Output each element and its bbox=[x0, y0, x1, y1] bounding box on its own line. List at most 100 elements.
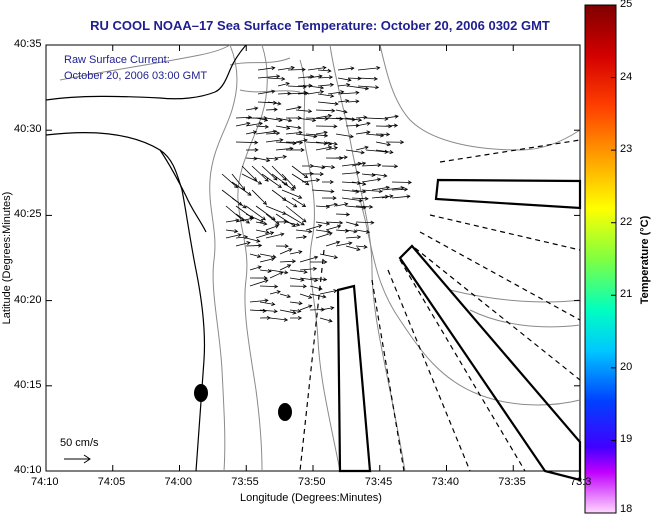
current-vector-arrow bbox=[285, 221, 301, 227]
current-vector-arrow bbox=[255, 124, 270, 129]
current-vector-arrow bbox=[337, 99, 350, 104]
current-vector-arrow bbox=[235, 115, 253, 120]
current-vector-arrow bbox=[341, 197, 363, 203]
y-tick-label: 40:10 bbox=[14, 464, 42, 476]
current-vector-arrow bbox=[255, 157, 271, 163]
current-vector-arrow bbox=[289, 250, 303, 255]
current-vector-arrow bbox=[391, 187, 409, 192]
current-vector-arrow bbox=[321, 196, 337, 201]
scale-arrow-label: 50 cm/s bbox=[60, 437, 99, 449]
current-vector-arrow bbox=[259, 284, 279, 289]
y-tick-label: 40:35 bbox=[14, 38, 42, 50]
x-tick-label: 74:05 bbox=[97, 476, 126, 488]
current-vector-arrow bbox=[345, 229, 358, 234]
current-vector-arrow bbox=[275, 154, 287, 159]
y-axis-label: Latitude (Degrees:Minutes) bbox=[1, 191, 13, 325]
current-vector-arrow bbox=[265, 232, 285, 239]
station-marker-east bbox=[278, 403, 292, 421]
current-vector-arrow bbox=[299, 266, 318, 271]
x-tick-label: 73:45 bbox=[364, 476, 393, 488]
current-vector-arrow bbox=[271, 173, 288, 186]
colorbar-ticks bbox=[611, 4, 616, 514]
current-vector-arrow bbox=[297, 91, 309, 96]
colorbar-tick-label: 24 bbox=[620, 70, 633, 83]
current-vector-arrow bbox=[345, 245, 361, 251]
colorbar-tick-label: 25 bbox=[620, 0, 633, 10]
current-vector-arrow bbox=[257, 66, 276, 71]
x-tick-label: 73:40 bbox=[431, 476, 460, 488]
current-vector-arrow bbox=[259, 268, 272, 274]
current-vector-arrow bbox=[245, 205, 266, 221]
current-vector-arrow bbox=[265, 205, 287, 215]
current-vector-arrow bbox=[327, 90, 345, 95]
current-vector-arrow bbox=[291, 173, 310, 186]
current-vector-arrow bbox=[257, 89, 276, 95]
current-vector-arrow bbox=[265, 138, 284, 143]
current-vector-arrow bbox=[269, 271, 284, 279]
current-vector-arrow bbox=[315, 113, 333, 119]
current-vector-arrow bbox=[255, 221, 268, 226]
current-vector-arrow bbox=[287, 67, 306, 72]
current-vector-arrow bbox=[301, 178, 321, 183]
scale-arrow bbox=[64, 454, 91, 464]
current-vector-arrow bbox=[371, 173, 388, 178]
current-vector-arrow bbox=[345, 221, 360, 227]
current-vector-arrow bbox=[289, 269, 308, 274]
current-vector-arrow bbox=[385, 123, 399, 128]
current-vector-arrow bbox=[281, 181, 295, 191]
current-vector-arrow bbox=[319, 253, 339, 260]
current-vector-arrow bbox=[347, 85, 370, 91]
current-vector-arrow bbox=[299, 277, 319, 283]
current-vector-arrow bbox=[289, 277, 305, 282]
current-vector-arrow bbox=[351, 181, 367, 186]
current-vector-arrow bbox=[245, 121, 263, 127]
current-vector-arrow bbox=[345, 235, 362, 240]
current-vector-arrow bbox=[345, 149, 365, 155]
current-vector-arrow bbox=[297, 83, 313, 88]
current-vector-arrow bbox=[335, 155, 348, 160]
current-vector-arrow bbox=[315, 229, 331, 234]
current-vector-arrow bbox=[295, 235, 308, 240]
current-vector-arrow bbox=[289, 301, 303, 306]
current-vector-arrow bbox=[319, 317, 333, 323]
radial-dashed-lines bbox=[299, 139, 581, 472]
current-vector-arrow bbox=[249, 276, 268, 281]
current-vector-arrow bbox=[307, 85, 325, 90]
current-vector-arrow bbox=[375, 141, 391, 147]
current-vector-arrow bbox=[249, 308, 267, 313]
current-vector-arrow bbox=[255, 117, 269, 122]
current-vector-arrow bbox=[361, 189, 383, 194]
current-vector-arrow bbox=[315, 108, 336, 113]
current-vector-arrow bbox=[371, 185, 390, 191]
current-vector-arrow bbox=[309, 259, 328, 265]
current-vector-arrow bbox=[291, 197, 307, 208]
current-vector-arrow bbox=[281, 189, 303, 199]
x-tick-label: 74:10 bbox=[31, 476, 59, 488]
current-vector-arrow bbox=[315, 231, 333, 239]
current-vector-arrow bbox=[361, 163, 382, 168]
current-vector-arrow bbox=[255, 229, 270, 235]
current-vector-arrow bbox=[355, 145, 369, 151]
current-vector-arrow bbox=[385, 140, 405, 145]
current-vector-arrow bbox=[317, 82, 335, 87]
current-vector-arrow bbox=[269, 290, 281, 295]
current-vector-arrow bbox=[279, 264, 292, 271]
current-vector-arrow bbox=[235, 235, 249, 240]
current-vector-arrow bbox=[245, 213, 265, 223]
current-vector-arrow bbox=[269, 317, 289, 322]
current-vector-arrow bbox=[335, 133, 354, 139]
colorbar-tick-label: 22 bbox=[620, 215, 633, 228]
current-vector-arrow bbox=[277, 65, 295, 71]
current-vector-arrow bbox=[231, 181, 252, 196]
current-vector-arrow bbox=[305, 133, 329, 138]
current-vector-arrow bbox=[337, 66, 355, 71]
current-vector-arrow bbox=[265, 131, 281, 136]
current-vector-arrow bbox=[335, 202, 349, 207]
x-tick-label: 74:00 bbox=[164, 476, 193, 488]
current-vector-arrow bbox=[245, 130, 258, 135]
current-vector-arrow bbox=[285, 125, 302, 130]
current-vector-arrow bbox=[285, 205, 307, 223]
current-vector-arrow bbox=[231, 197, 247, 209]
current-vector-arrow bbox=[249, 253, 262, 259]
